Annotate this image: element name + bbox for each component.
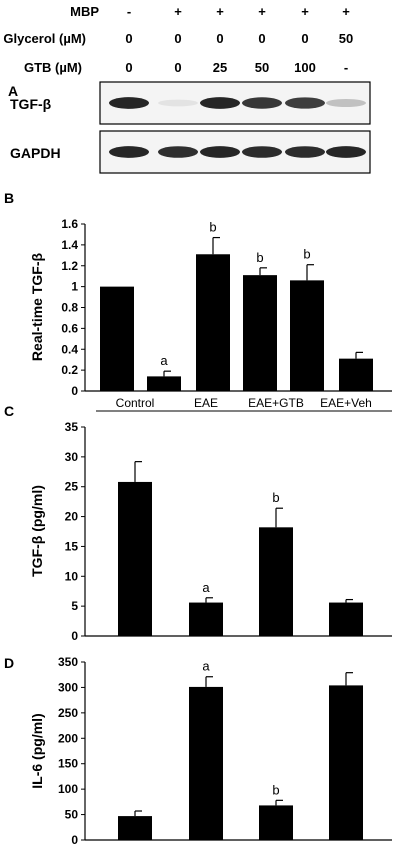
y-tick-label: 1	[71, 280, 78, 294]
condition-value: 50	[339, 31, 353, 46]
condition-label: GTB (µM)	[24, 60, 82, 75]
blot-band	[285, 97, 325, 109]
y-tick-label: 25	[65, 480, 79, 494]
y-tick-label: 0	[71, 629, 78, 643]
condition-value: -	[344, 60, 348, 75]
condition-value: +	[216, 4, 224, 19]
y-tick-label: 100	[58, 782, 78, 796]
y-tick-label: 15	[65, 539, 79, 553]
significance-letter: b	[272, 782, 279, 797]
panel-label: C	[4, 403, 14, 419]
group-label: Control	[116, 396, 155, 410]
y-tick-label: 150	[58, 757, 78, 771]
condition-value: +	[342, 4, 350, 19]
condition-value: 0	[125, 60, 132, 75]
group-label: EAE	[194, 396, 218, 410]
bar	[196, 254, 230, 391]
y-tick-label: 0.8	[61, 301, 78, 315]
y-tick-label: 350	[58, 655, 78, 669]
bar	[259, 805, 293, 840]
y-tick-label: 30	[65, 450, 79, 464]
western-blot-panel: MBP - + + + + + Glycerol (µM) 0 0 0 0 0 50 GTB (µM) 0 0 2…	[3, 4, 371, 174]
bar	[339, 358, 373, 391]
band-label: GAPDH	[10, 145, 61, 161]
y-tick-label: 250	[58, 706, 78, 720]
y-tick-label: 0.2	[61, 363, 78, 377]
group-label: EAE+GTB	[248, 396, 304, 410]
blot-band	[200, 97, 240, 109]
y-tick-label: 50	[65, 808, 79, 822]
bar	[329, 602, 363, 636]
significance-letter: b	[256, 250, 263, 265]
y-axis-label: Real-time TGF-β	[29, 252, 45, 361]
bar	[189, 686, 223, 840]
condition-value: 100	[294, 60, 316, 75]
y-tick-label: 0.4	[61, 342, 78, 356]
condition-value: 0	[174, 31, 181, 46]
bar	[290, 280, 324, 391]
significance-letter: a	[160, 353, 168, 368]
group-label: EAE+Veh	[320, 396, 372, 410]
bar	[118, 481, 152, 636]
blot-band	[109, 146, 149, 158]
condition-value: +	[174, 4, 182, 19]
blot-band	[158, 99, 198, 107]
y-axis-label: IL-6 (pg/ml)	[29, 713, 45, 788]
bar	[259, 527, 293, 636]
y-tick-label: 35	[65, 420, 79, 434]
blot-band	[242, 97, 282, 109]
y-tick-label: 1.2	[61, 259, 78, 273]
y-tick-label: 5	[71, 599, 78, 613]
y-tick-label: 200	[58, 731, 78, 745]
chart-panel-b: B 0 0.2 0.4 0.6 0.8 1 1.2 1.4 1.6 Real-time TGF-β a…	[4, 190, 392, 398]
blot-band	[285, 146, 325, 158]
condition-value: 0	[258, 31, 265, 46]
bar	[147, 376, 181, 391]
y-tick-label: 20	[65, 510, 79, 524]
panel-label: B	[4, 190, 14, 206]
bar	[189, 602, 223, 636]
y-tick-label: 0	[71, 384, 78, 398]
y-tick-label: 300	[58, 680, 78, 694]
condition-value: 25	[213, 60, 227, 75]
significance-letter: b	[272, 490, 279, 505]
condition-value: 50	[255, 60, 269, 75]
condition-label: MBP	[70, 4, 99, 19]
condition-value: 0	[301, 31, 308, 46]
y-tick-label: 1.6	[61, 217, 78, 231]
condition-value: 0	[174, 60, 181, 75]
blot-band	[326, 98, 366, 108]
bar	[100, 286, 134, 391]
condition-value: 0	[125, 31, 132, 46]
bar	[243, 275, 277, 391]
bar	[118, 816, 152, 840]
y-tick-label: 0.6	[61, 321, 78, 335]
bar	[329, 685, 363, 840]
chart-panel-c: C 0 5 10 15 20 25 30 35 TGF-β (pg/ml) a b Control EAE…	[4, 396, 392, 643]
blot-band	[200, 146, 240, 158]
panel-label: D	[4, 655, 14, 671]
blot-band	[109, 97, 149, 109]
y-tick-label: 0	[71, 833, 78, 847]
chart-panel-d: D 0 50 100 150 200 250 300 350 IL-6 (pg/ml) a b	[4, 655, 392, 847]
significance-letter: b	[209, 220, 216, 235]
band-label: TGF-β	[10, 96, 52, 112]
blot-band	[242, 146, 282, 158]
condition-value: -	[127, 4, 131, 19]
condition-value: 0	[216, 31, 223, 46]
condition-value: +	[301, 4, 309, 19]
y-tick-label: 1.4	[61, 238, 78, 252]
y-tick-label: 10	[65, 569, 79, 583]
significance-letter: a	[202, 580, 210, 595]
condition-value: +	[258, 4, 266, 19]
blot-band	[158, 146, 198, 158]
significance-letter: a	[202, 659, 210, 674]
condition-label: Glycerol (µM)	[3, 31, 86, 46]
panel-label-a: A	[8, 83, 18, 99]
blot-band	[326, 146, 366, 158]
significance-letter: b	[303, 247, 310, 262]
y-axis-label: TGF-β (pg/ml)	[29, 485, 45, 577]
